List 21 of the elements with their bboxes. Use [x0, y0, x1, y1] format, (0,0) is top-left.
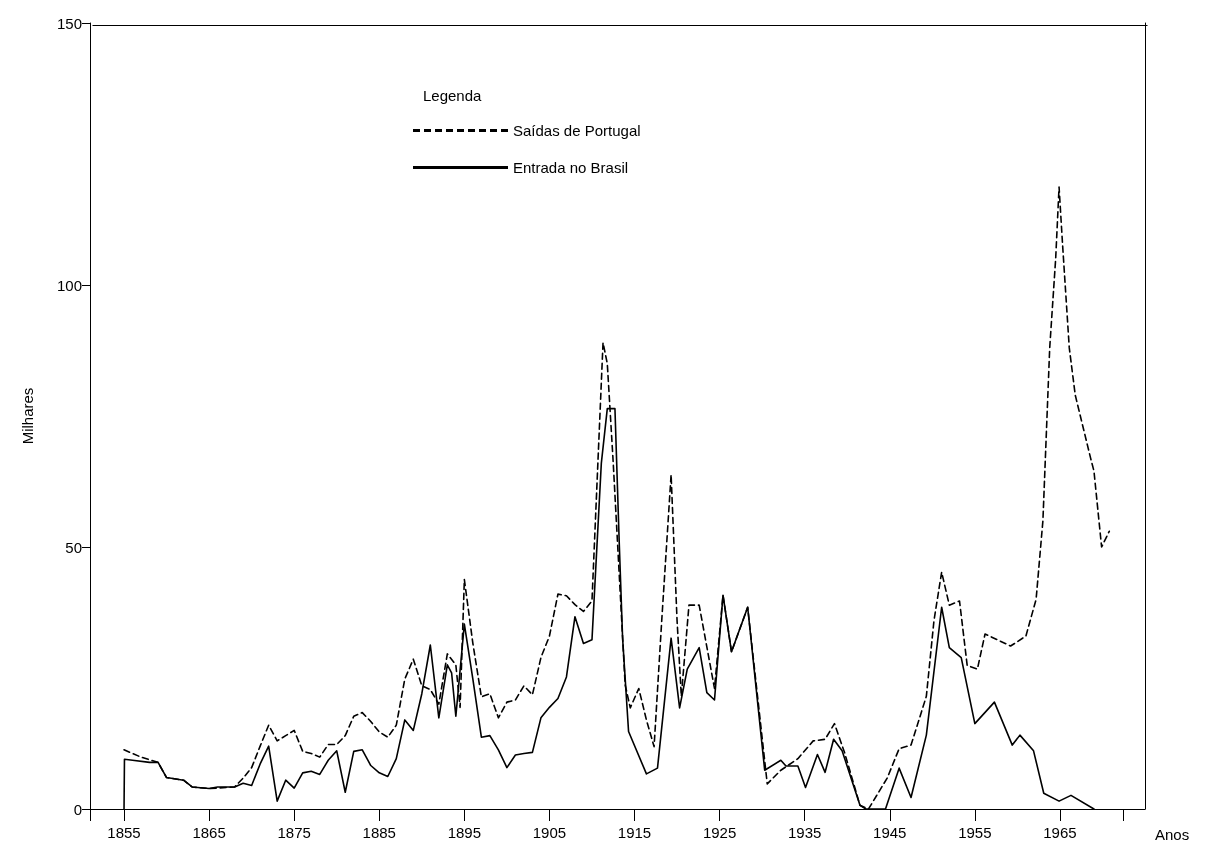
x-tick-label: 1865	[192, 824, 226, 841]
y-tick-label: 150	[56, 14, 82, 32]
x-tick-label: 1885	[362, 824, 396, 841]
y-tick-label: 0	[73, 800, 82, 818]
x-tick-label: 1925	[702, 824, 737, 841]
x-tick-label: 1965	[1043, 824, 1077, 841]
y-tick-label: 50	[65, 538, 82, 556]
legend-title: Legenda	[423, 87, 483, 104]
x-tick-label: 1915	[617, 824, 652, 841]
x-tick-label: 1935	[787, 824, 822, 841]
y-tick-label: 100	[56, 276, 82, 294]
x-tick-label: 1875	[277, 824, 311, 841]
legend-label: Entrada no Brasil	[513, 159, 629, 176]
x-tick-label: 1895	[447, 824, 482, 841]
x-tick-label: 1955	[958, 824, 992, 841]
x-tick-label: 1905	[532, 824, 567, 841]
x-tick-label: 1855	[107, 824, 141, 841]
legend-label: Saídas de Portugal	[513, 122, 641, 139]
x-axis-title: Anos	[1155, 826, 1190, 843]
x-tick-label: 1945	[873, 824, 907, 841]
y-axis-title: Milhares	[19, 387, 36, 445]
